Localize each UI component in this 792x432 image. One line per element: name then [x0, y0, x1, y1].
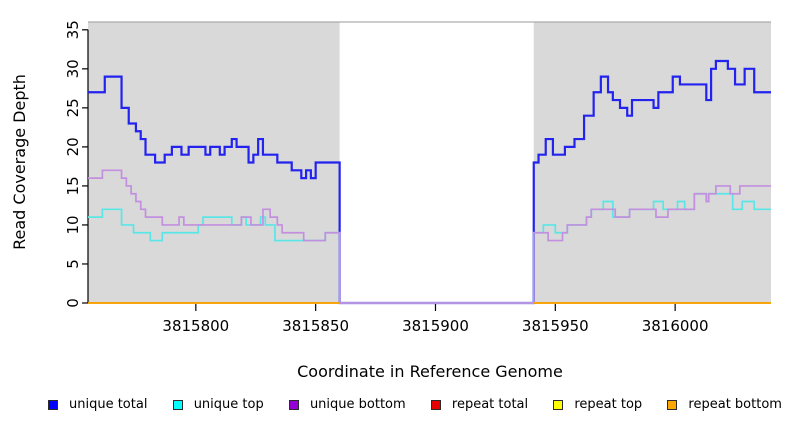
legend-label: repeat top	[574, 397, 643, 412]
legend-swatch-unique-top	[172, 399, 183, 410]
legend-item-repeat-top: repeat top	[553, 397, 642, 412]
shaded-region	[88, 22, 340, 303]
legend-swatch-repeat-total	[430, 399, 441, 410]
y-axis-tick-label: 0	[64, 298, 82, 308]
y-axis-title: Read Coverage Depth	[10, 74, 29, 250]
legend-item-unique-bottom: unique bottom	[288, 397, 406, 412]
x-axis-tick-label: 3815950	[522, 317, 589, 335]
legend-swatch-repeat-top	[553, 399, 564, 410]
series-lines	[88, 59, 771, 305]
legend-item-repeat-total: repeat total	[430, 397, 529, 412]
y-axis-tick-label: 10	[64, 215, 82, 234]
y-axis-tick-label: 5	[64, 259, 82, 269]
x-axis-tick-label: 3816000	[642, 317, 709, 335]
y-axis-tick-label: 30	[64, 59, 82, 78]
x-axis-tick-label: 3815800	[162, 317, 229, 335]
legend-item-repeat-bottom: repeat bottom	[667, 397, 782, 412]
legend-swatch-unique-bottom	[288, 399, 299, 410]
y-axis-tick-label: 35	[64, 20, 82, 39]
legend-item-unique-top: unique top	[172, 397, 264, 412]
legend-label: unique top	[193, 397, 264, 412]
legend-label: unique bottom	[309, 397, 406, 412]
series-line-unique-bottom	[88, 169, 771, 304]
legend-swatch-repeat-bottom	[667, 399, 678, 410]
y-axis-tick-label: 15	[64, 176, 82, 195]
shaded-region	[533, 22, 771, 303]
legend-label: repeat bottom	[688, 397, 782, 412]
series-line-unique-total	[88, 59, 771, 305]
legend-label: unique total	[69, 397, 148, 412]
shaded-regions	[88, 22, 771, 303]
x-axis-tick-label: 3815850	[282, 317, 349, 335]
legend-swatch-unique-total	[48, 399, 58, 410]
x-axis-title: Coordinate in Reference Genome	[297, 362, 563, 381]
legend-item-unique-total: unique total	[48, 397, 147, 412]
chart-legend: unique total unique top unique bottom repea…	[0, 397, 792, 412]
y-axis-tick-label: 25	[64, 98, 82, 117]
x-axis-tick-label: 3815900	[402, 317, 469, 335]
legend-label: repeat total	[451, 397, 529, 412]
y-axis-tick-label: 20	[64, 137, 82, 156]
